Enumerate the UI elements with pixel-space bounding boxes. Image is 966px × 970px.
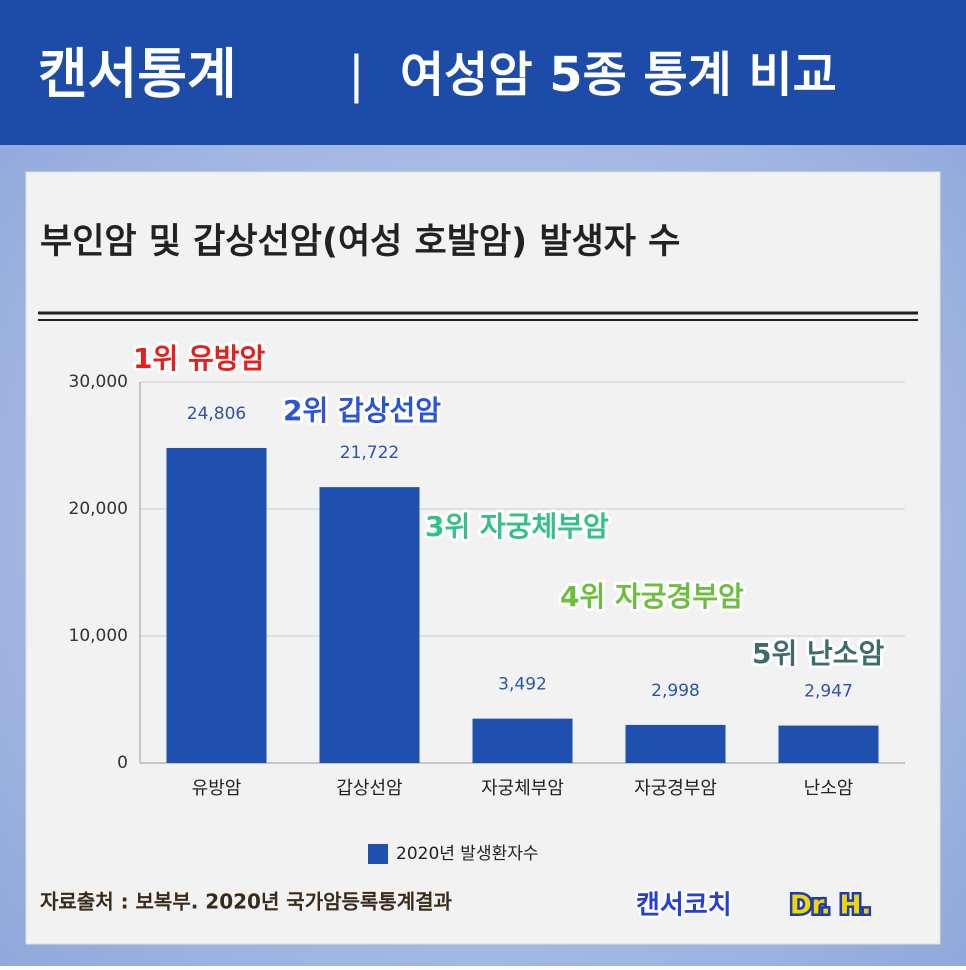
bar [778,725,879,763]
brand: 캔서코치 [636,891,732,921]
bar [319,487,420,763]
x-tick-label: 유방암 [192,778,242,799]
y-tick-label: 20,000 [69,499,128,519]
header-band [0,0,966,145]
value-label: 2,947 [804,682,853,702]
x-tick-label: 자궁경부암 [634,778,717,799]
x-tick-label: 자궁체부암 [481,778,564,799]
value-label: 24,806 [187,404,246,424]
rank-annotation: 1위 유방암 [133,342,266,375]
x-tick-label: 난소암 [804,778,854,799]
source: 자료출처 : 보복부. 2020년 국가암등록통계결과 [40,890,453,914]
paper [25,171,941,945]
value-label: 2,998 [651,681,700,701]
rank-annotation: 3위 자궁체부암 [425,510,609,543]
header-title: 캔서통계 [38,43,237,106]
bar [166,447,267,763]
legend-label: 2020년 발생환자수 [396,844,539,864]
y-tick-label: 10,000 [69,626,128,646]
x-tick-label: 갑상선암 [336,778,402,799]
y-tick-label: 30,000 [69,372,128,392]
rank-annotation: 2위 갑상선암 [283,394,441,427]
author: Dr. H. [790,891,871,921]
value-label: 3,492 [498,675,547,695]
bar [625,724,726,763]
rank-annotation: 4위 자궁경부암 [560,580,744,613]
legend-swatch [368,844,388,864]
rank-annotation: 5위 난소암 [752,637,885,670]
header-subtitle: 여성암 5종 통계 비교 [400,47,837,103]
y-tick-label: 0 [117,753,128,773]
header-separator: | [348,46,365,104]
value-label: 21,722 [340,443,399,463]
bar [472,718,573,763]
chart-title: 부인암 및 갑상선암(여성 호발암) 발생자 수 [40,222,680,262]
